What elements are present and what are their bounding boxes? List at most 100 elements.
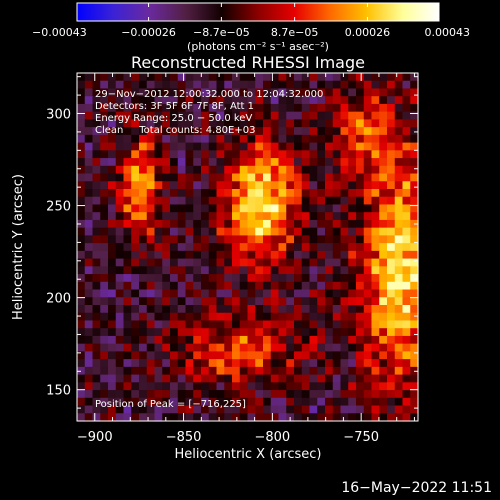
heatmap-cell: [77, 266, 86, 275]
heatmap-cell: [278, 150, 287, 159]
heatmap-cell: [348, 227, 357, 236]
heatmap-cell: [402, 235, 411, 244]
heatmap-cell: [146, 312, 156, 322]
heatmap-cell: [356, 212, 365, 221]
heatmap-cell: [387, 413, 396, 422]
heatmap-cell: [394, 219, 404, 229]
heatmap-cell: [394, 165, 404, 175]
heatmap-cell: [131, 374, 140, 383]
heatmap-cell: [100, 103, 109, 113]
heatmap-cell: [387, 173, 396, 182]
heatmap-cell: [301, 96, 311, 105]
heatmap-cell: [239, 243, 249, 252]
heatmap-cell: [216, 189, 225, 198]
heatmap-cell: [301, 80, 311, 90]
heatmap-cell: [108, 127, 117, 136]
heatmap-cell: [340, 374, 349, 383]
heatmap-cell: [208, 413, 218, 422]
heatmap-cell: [294, 212, 303, 221]
heatmap-cell: [356, 196, 365, 206]
heatmap-cell: [301, 181, 311, 190]
heatmap-cell: [170, 359, 179, 368]
heatmap-cell: [115, 134, 125, 144]
heatmap-cell: [146, 305, 156, 314]
heatmap-cell: [387, 274, 396, 283]
heatmap-cell: [123, 366, 132, 376]
heatmap-cell: [394, 111, 404, 120]
heatmap-cell: [139, 235, 148, 244]
heatmap-cell: [263, 359, 272, 368]
heatmap-cell: [77, 320, 86, 329]
heatmap-cell: [216, 382, 225, 391]
heatmap-cell: [402, 204, 411, 213]
heatmap-cell: [317, 227, 326, 236]
heatmap-cell: [146, 96, 156, 105]
heatmap-cell: [115, 312, 125, 322]
heatmap-cell: [263, 390, 272, 399]
heatmap-cell: [115, 289, 125, 298]
heatmap-cell: [146, 413, 156, 422]
heatmap-cell: [193, 119, 202, 128]
heatmap-cell: [139, 150, 148, 159]
colorbar-ticks: −0.00043 −0.00026 −8.7e−05 8.7e−05 0.00026 0.…: [32, 3, 470, 39]
heatmap-cell: [208, 390, 218, 399]
heatmap-cell: [232, 305, 241, 314]
heatmap-cell: [232, 150, 241, 159]
x-tick-label: −800: [255, 430, 291, 445]
heatmap-cell: [84, 320, 94, 329]
heatmap-cell: [92, 351, 101, 360]
heatmap-cell: [340, 405, 349, 414]
heatmap-cell: [146, 189, 156, 198]
heatmap-cell: [348, 374, 357, 383]
heatmap-cell: [154, 219, 163, 229]
heatmap-cell: [379, 96, 388, 105]
heatmap-cell: [363, 405, 373, 414]
heatmap-cell: [247, 320, 256, 329]
heatmap-cell: [301, 297, 311, 306]
heatmap-cell: [340, 235, 349, 244]
heatmap-cell: [162, 413, 171, 422]
heatmap-cell: [239, 158, 249, 167]
heatmap-cell: [208, 274, 218, 283]
heatmap-cell: [402, 266, 411, 275]
heatmap-cell: [309, 235, 318, 244]
heatmap-cell: [286, 181, 295, 190]
heatmap-cell: [123, 103, 132, 113]
heatmap-cell: [363, 366, 373, 376]
heatmap-cell: [387, 212, 396, 221]
heatmap-cell: [247, 397, 256, 407]
heatmap-cell: [270, 142, 280, 151]
heatmap-cell: [77, 359, 86, 368]
heatmap-cell: [255, 382, 264, 391]
heatmap-cell: [193, 335, 202, 345]
heatmap-cell: [402, 405, 411, 414]
heatmap-cell: [108, 189, 117, 198]
heatmap-cell: [332, 88, 342, 97]
heatmap-cell: [309, 189, 318, 198]
heatmap-cell: [294, 142, 303, 151]
heatmap-cell: [108, 235, 117, 244]
heatmap-cell: [294, 127, 303, 136]
heatmap-cell: [394, 258, 404, 267]
heatmap-cell: [325, 351, 334, 360]
heatmap-cell: [100, 88, 109, 97]
y-tick-label: 300: [46, 108, 71, 123]
heatmap-cell: [208, 134, 218, 144]
heatmap-cell: [356, 413, 365, 422]
heatmap-cell: [270, 266, 280, 275]
heatmap-cell: [123, 235, 132, 244]
heatmap-cell: [208, 103, 218, 113]
heatmap-cell: [201, 312, 210, 322]
heatmap-cell: [232, 96, 241, 105]
heatmap-cell: [177, 297, 187, 306]
heatmap-cell: [294, 320, 303, 329]
heatmap-cell: [139, 320, 148, 329]
heatmap-cell: [208, 382, 218, 391]
heatmap-cell: [92, 374, 101, 383]
heatmap-cell: [317, 312, 326, 322]
heatmap-cell: [201, 390, 210, 399]
heatmap-cell: [255, 73, 264, 82]
heatmap-cell: [247, 281, 256, 291]
heatmap-cell: [263, 382, 272, 391]
heatmap-cell: [325, 212, 334, 221]
